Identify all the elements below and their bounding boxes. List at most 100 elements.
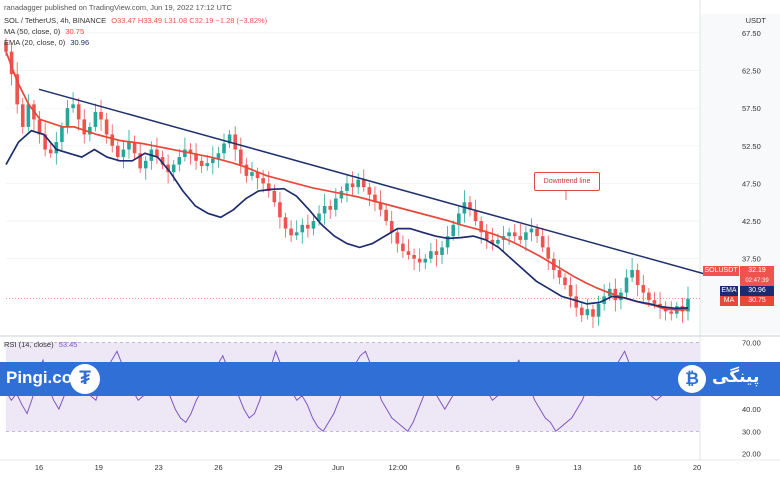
- candle-body: [37, 119, 42, 135]
- candle-body: [222, 143, 226, 154]
- candle-body: [60, 126, 64, 142]
- candle-body: [389, 221, 394, 233]
- candle-body: [328, 206, 333, 210]
- downtrend-line: [38, 88, 705, 275]
- price-tick-label: 37.50: [742, 255, 761, 264]
- candle-body: [250, 172, 254, 176]
- candle-body: [406, 251, 411, 255]
- candle-body: [211, 158, 215, 164]
- candle-body: [88, 126, 92, 135]
- candle-body: [76, 104, 81, 120]
- candle-body: [283, 217, 288, 229]
- candle-body: [116, 145, 120, 158]
- candle-body: [367, 187, 372, 195]
- ema-legend[interactable]: EMA (20, close, 0) 30.96: [4, 38, 89, 48]
- price-tick-label: 47.50: [742, 179, 761, 188]
- candle-body: [496, 239, 500, 244]
- downtrend-line-callout: Downtrend line: [534, 172, 600, 191]
- candle-body: [535, 228, 539, 237]
- candle-body: [563, 277, 567, 286]
- candle-body: [143, 160, 148, 169]
- price-tick-label: 57.50: [742, 104, 761, 113]
- candle-body: [686, 298, 690, 312]
- candle-body: [300, 224, 305, 233]
- price-tick-label: 52.50: [742, 142, 761, 151]
- ema-tag-label: EMA: [720, 286, 738, 296]
- ema-tag-value: 30.96: [740, 286, 774, 296]
- candle-body: [334, 198, 338, 210]
- ma-legend[interactable]: MA (50, close, 0) 30.75: [4, 27, 84, 37]
- candle-body: [227, 134, 232, 144]
- candle-body: [339, 190, 344, 199]
- brand-name-latin[interactable]: Pingi.co: [6, 368, 73, 387]
- candle-body: [20, 104, 25, 127]
- candle-body: [652, 300, 657, 304]
- ma-tag-label: MA: [720, 296, 738, 306]
- candle-body: [647, 292, 651, 301]
- time-tick-label: 16: [633, 463, 641, 472]
- candle-body: [171, 164, 176, 173]
- candle-body: [127, 142, 131, 150]
- candle-body: [65, 108, 70, 127]
- candle-body: [294, 232, 299, 236]
- symbol-ohlc: SOL / TetherUS, 4h, BINANCE O33.47 H33.4…: [4, 16, 267, 26]
- candle-body: [445, 236, 450, 248]
- candle-body: [585, 309, 590, 316]
- candle-body: [395, 232, 400, 244]
- candle-body: [479, 221, 483, 233]
- candle-body: [48, 149, 53, 154]
- candle-body: [440, 247, 444, 255]
- candle-body: [155, 149, 159, 158]
- candle-body: [635, 270, 640, 286]
- candle-body: [160, 157, 165, 165]
- candle-body: [457, 213, 461, 225]
- rsi-legend[interactable]: RSI (14, close) 53.45: [4, 340, 77, 350]
- rsi-tick-label: 20.00: [742, 450, 761, 459]
- candle-body: [93, 111, 98, 127]
- candle-body: [9, 51, 14, 75]
- ohlc-values: O33.47 H33.49 L31.08 C32.19 −1.28 (−3.82…: [111, 16, 268, 25]
- price-tick-label: 62.50: [742, 66, 761, 75]
- candle-body: [473, 209, 478, 222]
- candle-body: [244, 164, 249, 176]
- time-tick-label: 20: [693, 463, 701, 472]
- candle-body: [15, 74, 19, 105]
- rsi-tick-label: 40.00: [742, 405, 761, 414]
- rsi-tick-label: 70.00: [742, 338, 761, 347]
- last-price-tag: 32.19: [740, 266, 774, 276]
- candle-body: [546, 247, 551, 259]
- candle-body: [82, 119, 87, 135]
- candle-body: [512, 232, 517, 237]
- candle-body: [630, 270, 634, 278]
- candle-body: [624, 277, 629, 293]
- candle-body: [194, 153, 198, 161]
- candle-body: [507, 232, 511, 237]
- ema-value: 30.96: [70, 38, 90, 47]
- candle-body: [401, 243, 405, 252]
- candle-body: [99, 111, 103, 120]
- candle-body: [557, 270, 562, 278]
- candle-body: [183, 149, 187, 158]
- candle-body: [289, 228, 293, 236]
- brand-name-persian[interactable]: پینگی: [712, 367, 760, 387]
- candle-body: [468, 202, 472, 210]
- candle-body: [205, 163, 210, 167]
- symbol-price-tag: SOLUSDT: [703, 266, 739, 276]
- candle-body: [451, 224, 456, 237]
- candle-body: [417, 258, 422, 263]
- time-tick-label: 9: [515, 463, 519, 472]
- candle-body: [278, 202, 282, 218]
- candle-body: [26, 104, 31, 127]
- candle-body: [361, 179, 366, 188]
- candle-body: [121, 149, 126, 158]
- time-tick-label: Jun: [332, 463, 344, 472]
- candle-body: [641, 285, 646, 293]
- candle-body: [529, 228, 534, 233]
- candle-body: [596, 303, 601, 317]
- candle-body: [490, 239, 495, 244]
- candle-body: [423, 258, 428, 263]
- candle-body: [238, 149, 243, 165]
- rsi-tick-label: 30.00: [742, 427, 761, 436]
- countdown-tag: 02:47:39: [740, 276, 774, 286]
